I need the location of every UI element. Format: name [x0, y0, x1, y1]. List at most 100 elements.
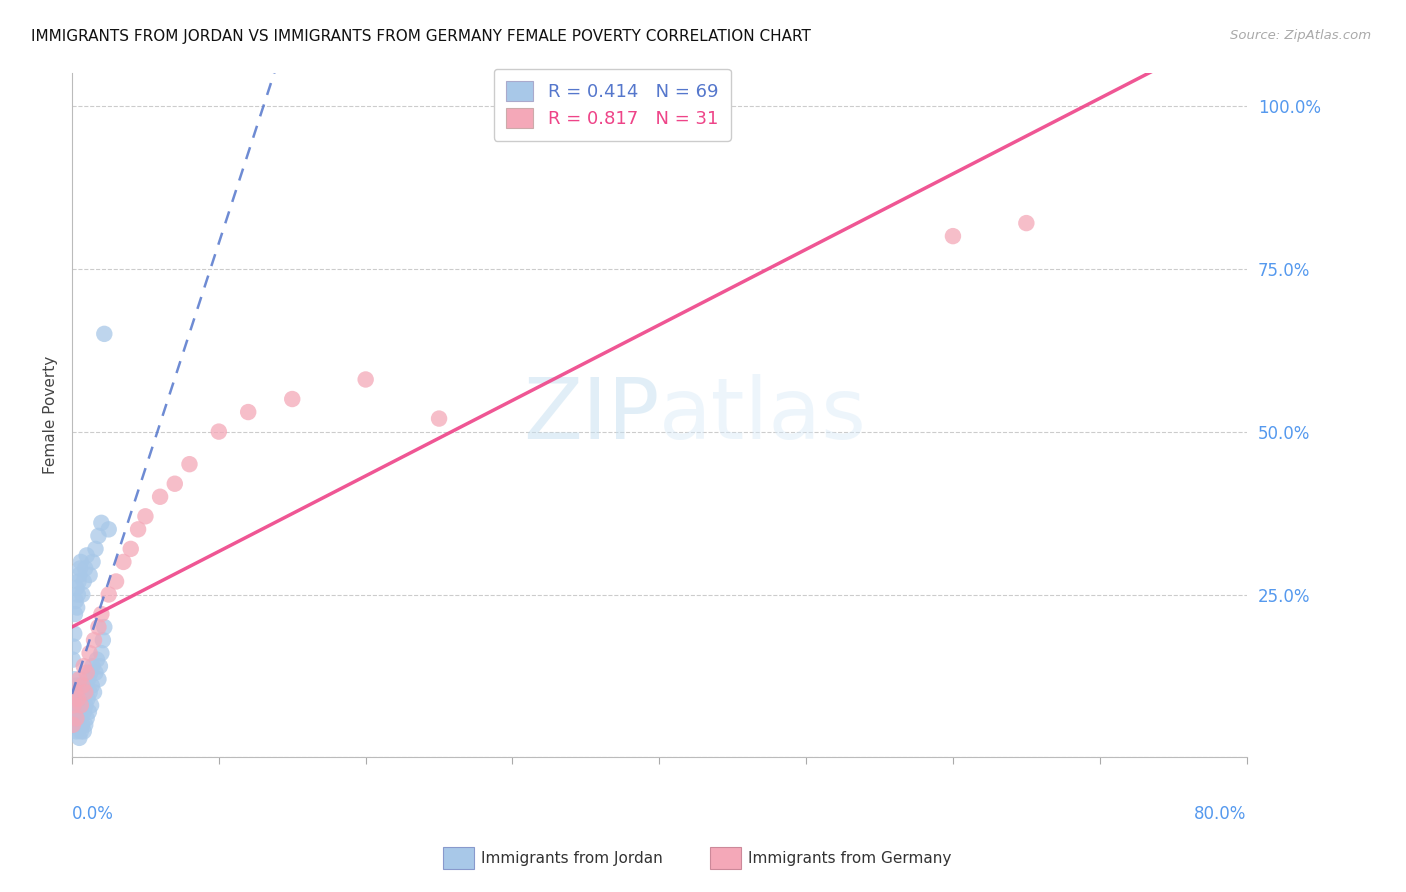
Point [65, 691, 87, 706]
Point [84, 541, 107, 556]
Point [66, 600, 89, 615]
Point [62, 718, 84, 732]
Point [66, 718, 89, 732]
Point [79, 665, 101, 680]
Point [73, 574, 96, 589]
Point [942, 229, 965, 244]
Point [83, 633, 105, 648]
Point [354, 372, 377, 386]
Y-axis label: Female Poverty: Female Poverty [44, 356, 58, 475]
Point [67, 568, 90, 582]
Point [65, 679, 87, 693]
Point [179, 457, 201, 471]
Point [66, 587, 89, 601]
Point [63, 711, 86, 725]
Point [63, 626, 86, 640]
Point [79, 685, 101, 699]
Point [67, 698, 90, 713]
Point [62, 698, 84, 713]
Point [208, 425, 231, 439]
Text: Immigrants from Jordan: Immigrants from Jordan [481, 851, 662, 865]
Point [69, 711, 91, 725]
Point [63, 672, 86, 686]
Point [72, 587, 94, 601]
Point [65, 581, 87, 595]
Point [67, 574, 90, 589]
Point [82, 659, 104, 673]
Point [65, 724, 87, 739]
Point [105, 574, 128, 589]
Point [67, 679, 90, 693]
Point [76, 549, 98, 563]
Point [93, 620, 115, 634]
Point [62, 718, 84, 732]
Point [82, 555, 104, 569]
Point [93, 326, 115, 341]
Point [89, 659, 111, 673]
Point [83, 685, 105, 699]
Point [149, 490, 172, 504]
Point [67, 731, 90, 745]
Point [77, 705, 100, 719]
Point [75, 561, 97, 575]
Point [76, 711, 98, 725]
Point [72, 679, 94, 693]
Point [73, 659, 96, 673]
Point [69, 698, 91, 713]
Point [63, 685, 86, 699]
Point [91, 633, 114, 648]
Point [70, 685, 93, 699]
Point [97, 522, 120, 536]
Point [90, 646, 112, 660]
Point [77, 672, 100, 686]
Point [87, 672, 110, 686]
Point [112, 555, 135, 569]
Point [86, 653, 108, 667]
Point [73, 685, 96, 699]
Text: 0.0%: 0.0% [72, 805, 114, 823]
Point [69, 691, 91, 706]
Point [1015, 216, 1038, 230]
Point [281, 392, 304, 406]
Point [76, 691, 98, 706]
Point [84, 665, 107, 680]
Text: atlas: atlas [659, 374, 868, 457]
Point [66, 691, 89, 706]
Text: IMMIGRANTS FROM JORDAN VS IMMIGRANTS FROM GERMANY FEMALE POVERTY CORRELATION CHA: IMMIGRANTS FROM JORDAN VS IMMIGRANTS FRO… [31, 29, 811, 44]
Point [70, 705, 93, 719]
Point [69, 724, 91, 739]
Point [120, 541, 142, 556]
Point [62, 653, 84, 667]
Point [63, 607, 86, 621]
Point [62, 698, 84, 713]
Point [80, 679, 103, 693]
Text: Source: ZipAtlas.com: Source: ZipAtlas.com [1230, 29, 1371, 42]
Point [134, 509, 156, 524]
Point [75, 698, 97, 713]
Point [62, 685, 84, 699]
Point [75, 685, 97, 699]
Point [72, 679, 94, 693]
Point [79, 568, 101, 582]
Point [238, 405, 260, 419]
Point [65, 711, 87, 725]
Point [76, 665, 98, 680]
Point [65, 594, 87, 608]
Point [127, 522, 149, 536]
Text: 80.0%: 80.0% [1194, 805, 1247, 823]
Point [72, 718, 94, 732]
Legend: R = 0.414   N = 69, R = 0.817   N = 31: R = 0.414 N = 69, R = 0.817 N = 31 [494, 69, 731, 141]
Point [69, 561, 91, 575]
Point [90, 516, 112, 530]
Point [87, 529, 110, 543]
Point [87, 620, 110, 634]
Point [75, 679, 97, 693]
Text: Immigrants from Germany: Immigrants from Germany [748, 851, 952, 865]
Point [97, 587, 120, 601]
Point [73, 724, 96, 739]
Point [80, 698, 103, 713]
Point [163, 476, 186, 491]
Point [62, 705, 84, 719]
Point [72, 698, 94, 713]
Point [66, 705, 89, 719]
